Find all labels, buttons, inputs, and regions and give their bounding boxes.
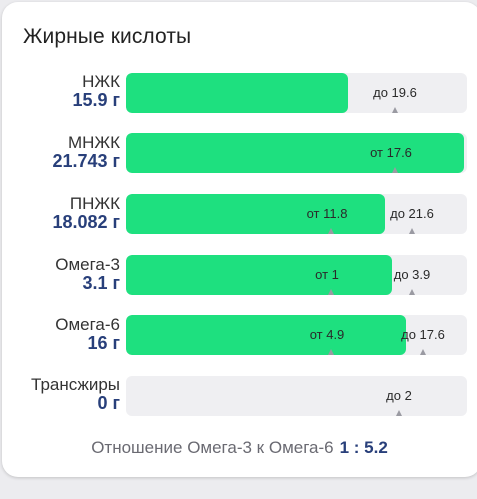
norm-max-label: до 21.6 [390, 206, 434, 221]
norm-min-label: от 17.6 [370, 145, 412, 160]
nutrient-bar-fill [126, 255, 392, 295]
nutrient-row-saturated: НЖК 15.9 г до 19.6 [2, 72, 477, 118]
norm-max-marker [392, 107, 398, 113]
fatty-acids-card: Жирные кислоты НЖК 15.9 г до 19.6 МНЖК 2… [2, 2, 477, 477]
norm-min-label: от 11.8 [306, 206, 348, 221]
nutrient-amount: 0 г [97, 393, 120, 413]
nutrient-bar-track: от 4.9 до 17.6 [126, 315, 467, 355]
norm-min-marker [392, 167, 398, 173]
nutrient-name: МНЖК [67, 133, 120, 152]
norm-max-label: до 19.6 [373, 85, 417, 100]
nutrient-row-polyunsaturated: ПНЖК 18.082 г от 11.8 до 21.6 [2, 194, 477, 240]
nutrient-amount: 18.082 г [52, 212, 120, 232]
norm-min-marker [328, 228, 334, 234]
nutrient-bar-track: до 19.6 [126, 73, 467, 113]
nutrient-row-omega-6: Омега-6 16 г от 4.9 до 17.6 [2, 315, 477, 361]
nutrient-bar-fill [126, 315, 406, 355]
norm-min-label: от 4.9 [309, 327, 345, 342]
nutrient-label: Омега-6 16 г [55, 315, 120, 353]
nutrient-amount: 3.1 г [82, 273, 120, 293]
nutrient-label: Трансжиры 0 г [31, 375, 120, 413]
nutrient-name: НЖК [82, 72, 120, 91]
omega-ratio-value: 1 : 5.2 [339, 438, 388, 457]
nutrient-row-trans-fats: Трансжиры 0 г до 2 [2, 375, 477, 421]
norm-min-label: от 1 [315, 267, 339, 282]
nutrient-name: Трансжиры [31, 375, 120, 394]
nutrient-amount: 16 г [87, 333, 120, 353]
norm-max-marker [420, 349, 426, 355]
nutrient-label: МНЖК 21.743 г [52, 133, 120, 171]
nutrient-bar-track: до 2 [126, 376, 467, 416]
nutrient-bar-fill [126, 133, 464, 173]
nutrient-row-monounsaturated: МНЖК 21.743 г от 17.6 [2, 133, 477, 179]
omega-ratio: Отношение Омега-3 к Омега-6 1 : 5.2 [2, 438, 477, 458]
card-title: Жирные кислоты [23, 25, 192, 48]
nutrient-name: Омега-3 [55, 255, 120, 274]
norm-min-marker [328, 289, 334, 295]
nutrient-bar-fill [126, 194, 385, 234]
nutrient-row-omega-3: Омега-3 3.1 г от 1 до 3.9 [2, 255, 477, 301]
nutrient-amount: 15.9 г [72, 90, 120, 110]
nutrient-bar-track: от 11.8 до 21.6 [126, 194, 467, 234]
nutrient-name: ПНЖК [69, 194, 120, 213]
nutrient-label: НЖК 15.9 г [72, 72, 120, 110]
nutrient-name: Омега-6 [55, 315, 120, 334]
nutrient-bar-track: от 17.6 [126, 133, 467, 173]
nutrient-label: Омега-3 3.1 г [55, 255, 120, 293]
nutrient-bar-fill [126, 73, 348, 113]
nutrient-label: ПНЖК 18.082 г [52, 194, 120, 232]
norm-max-label: до 2 [386, 388, 412, 403]
omega-ratio-label: Отношение Омега-3 к Омега-6 [91, 438, 334, 457]
norm-max-marker [396, 410, 402, 416]
norm-max-label: до 3.9 [393, 267, 431, 282]
norm-max-marker [409, 228, 415, 234]
norm-max-marker [409, 289, 415, 295]
nutrient-amount: 21.743 г [52, 151, 120, 171]
norm-min-marker [328, 349, 334, 355]
norm-max-label: до 17.6 [401, 327, 445, 342]
nutrient-bar-track: от 1 до 3.9 [126, 255, 467, 295]
